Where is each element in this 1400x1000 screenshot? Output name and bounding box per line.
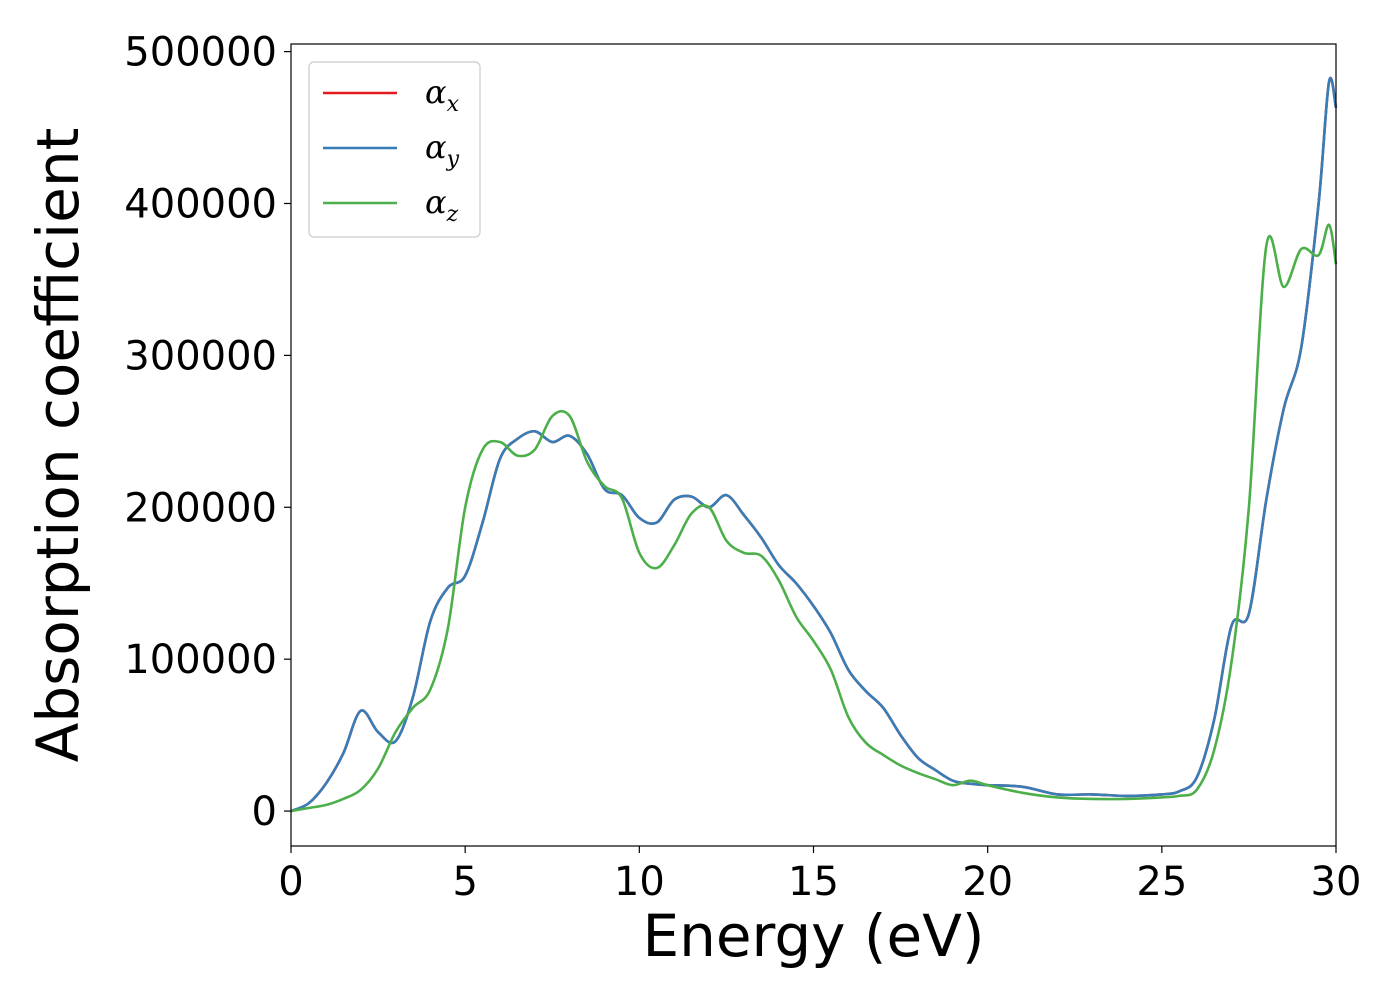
y-tick-label: 200000 <box>124 485 277 531</box>
x-axis: 0 5 10 15 20 25 30 <box>278 846 1361 905</box>
legend-box <box>308 61 481 238</box>
x-tick-label: 30 <box>1311 859 1362 905</box>
y-axis: 0 100000 200000 300000 400000 500000 <box>124 30 291 835</box>
legend-label-x: αx <box>425 73 460 117</box>
x-tick-label: 25 <box>1136 859 1187 905</box>
plot-lines <box>290 77 1338 813</box>
x-axis-title: Energy (eV) <box>642 902 984 970</box>
y-tick-label: 400000 <box>124 181 277 227</box>
legend-label-y: αy <box>425 128 460 172</box>
x-tick-label: 20 <box>962 859 1013 905</box>
x-tick-label: 10 <box>614 859 665 905</box>
series-line-y <box>290 77 1338 813</box>
y-tick-label: 300000 <box>124 333 277 379</box>
y-tick-label: 0 <box>252 789 277 835</box>
x-tick-label: 15 <box>788 859 839 905</box>
x-tick-label: 0 <box>278 859 303 905</box>
series-line-z <box>290 223 1338 813</box>
legend-label-z: αz <box>425 183 459 227</box>
x-tick-label: 5 <box>452 859 477 905</box>
y-tick-label: 100000 <box>124 637 277 683</box>
legend: αx αy αz <box>308 61 481 238</box>
y-axis-title: Absorption coefficient <box>24 128 92 763</box>
y-tick-label: 500000 <box>124 30 277 76</box>
